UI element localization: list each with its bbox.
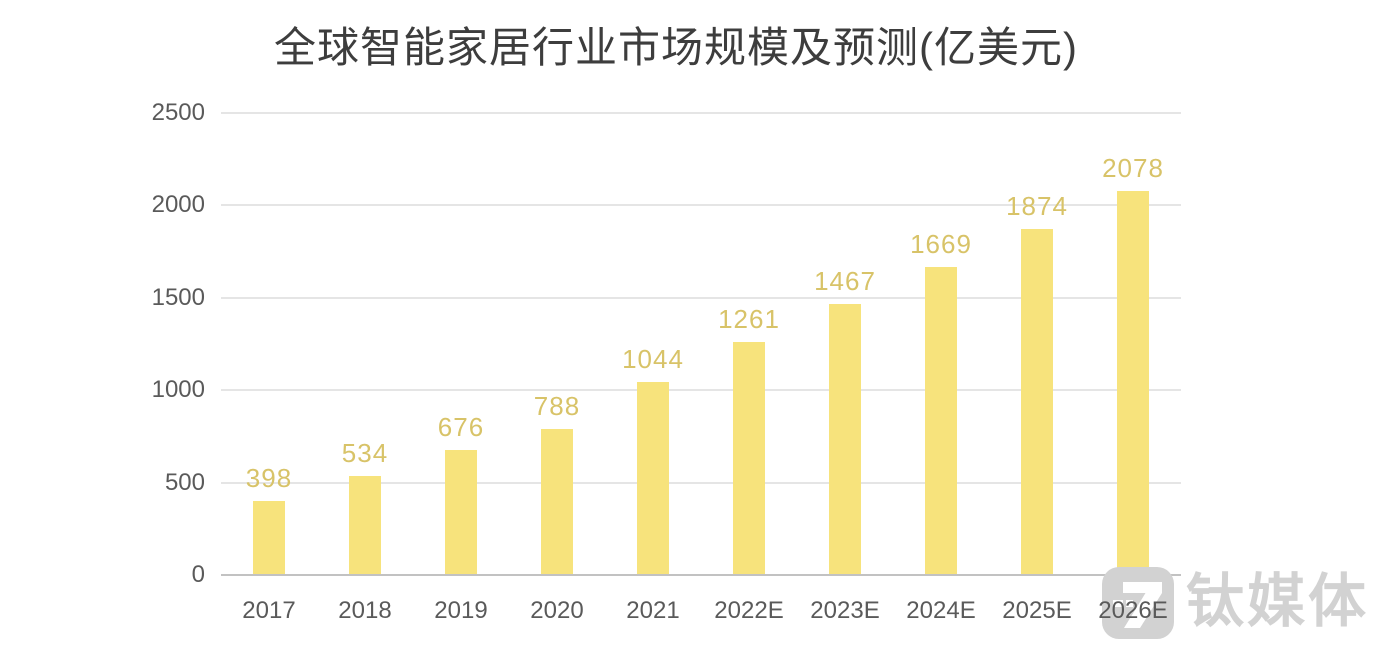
x-axis-line <box>221 574 1181 576</box>
bar-value-label: 2078 <box>1102 152 1164 183</box>
bar-value-label: 1874 <box>1006 190 1068 221</box>
bar <box>1021 228 1053 575</box>
x-tick-label: 2024E <box>906 597 976 624</box>
y-tick-label: 2000 <box>151 191 205 219</box>
gridline <box>221 481 1181 484</box>
bar <box>829 303 861 575</box>
bar-value-label: 788 <box>533 391 581 422</box>
y-tick-label: 1000 <box>151 376 205 404</box>
x-tick-label: 2017 <box>242 597 296 624</box>
chart-title: 全球智能家居行业市场规模及预测(亿美元) <box>274 24 1078 71</box>
y-tick-label: 2500 <box>151 99 205 126</box>
watermark-text: 钛媒体 <box>1186 569 1370 634</box>
y-tick-label: 0 <box>191 561 205 588</box>
bar-value-label: 398 <box>245 463 293 494</box>
x-tick-label: 2023E <box>810 597 880 624</box>
x-tick-label: 2019 <box>434 597 488 624</box>
x-tick-label: 2022E <box>714 597 784 624</box>
gridline <box>221 296 1181 299</box>
bar <box>445 450 477 575</box>
x-tick-label: 2026E <box>1098 597 1168 624</box>
x-tick-label: 2020 <box>530 597 584 624</box>
bar-value-label: 1669 <box>910 228 972 259</box>
gridline <box>221 389 1181 392</box>
bar <box>733 341 765 575</box>
bar-value-label: 1261 <box>718 303 780 334</box>
bar <box>349 476 381 575</box>
watermark: 钛媒体 <box>1102 567 1369 639</box>
bar <box>541 429 573 575</box>
gridline <box>221 204 1181 207</box>
x-tick-label: 2018 <box>338 597 392 624</box>
bar <box>925 266 957 575</box>
y-tick-label: 500 <box>164 468 205 496</box>
x-tick-label: 2021 <box>626 597 680 624</box>
bar <box>637 382 669 575</box>
bar-value-label: 676 <box>437 412 485 443</box>
bar-value-label: 1467 <box>814 265 876 296</box>
bar <box>253 501 285 575</box>
bar <box>1117 190 1149 575</box>
gridline <box>221 112 1181 114</box>
bar-value-label: 534 <box>341 438 389 469</box>
bar-value-label: 1044 <box>622 344 684 375</box>
x-tick-label: 2025E <box>1002 597 1072 624</box>
tmtpost-logo-icon <box>1102 567 1174 639</box>
y-tick-label: 1500 <box>151 283 205 311</box>
